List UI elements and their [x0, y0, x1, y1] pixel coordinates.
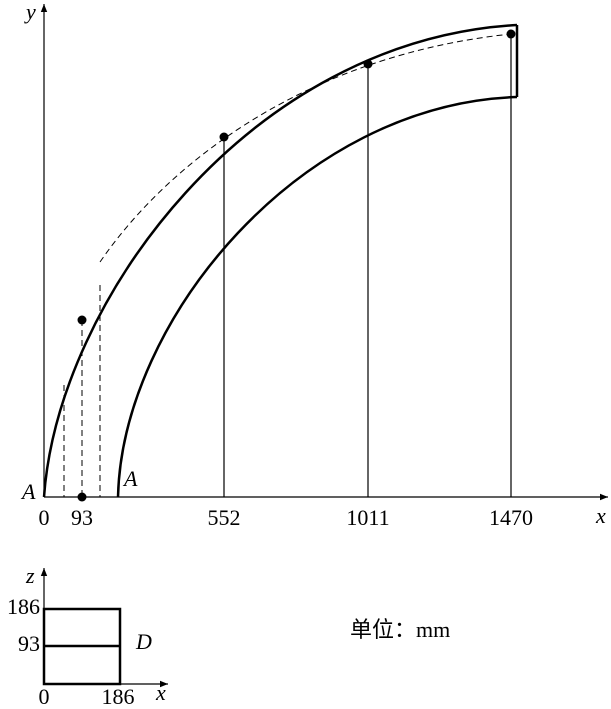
point: [77, 492, 87, 502]
point: [219, 132, 229, 142]
tick-label: 186: [102, 684, 135, 709]
section-label: D: [135, 629, 152, 654]
tick-label: 552: [208, 505, 241, 530]
axis-label: x: [155, 680, 166, 705]
tick-label: 1470: [489, 505, 533, 530]
outer-curve: [42, 23, 518, 498]
tick-label: 1011: [346, 505, 389, 530]
tick-label: 186: [7, 594, 40, 619]
point: [506, 29, 516, 39]
inner-curve: [116, 95, 518, 498]
tick-label: 0: [39, 684, 50, 709]
axis-label: z: [25, 563, 35, 588]
axis-label: x: [595, 503, 606, 528]
unit-note: 单位：mm: [350, 617, 450, 642]
tick-label: 0: [39, 505, 50, 530]
axis-label: y: [24, 0, 36, 24]
center-curve: [99, 33, 512, 263]
point: [77, 315, 87, 325]
point-label: A: [20, 479, 36, 504]
point: [363, 59, 373, 69]
tick-label: 93: [18, 631, 40, 656]
tick-label: 93: [71, 505, 93, 530]
point-label: A: [122, 466, 138, 491]
